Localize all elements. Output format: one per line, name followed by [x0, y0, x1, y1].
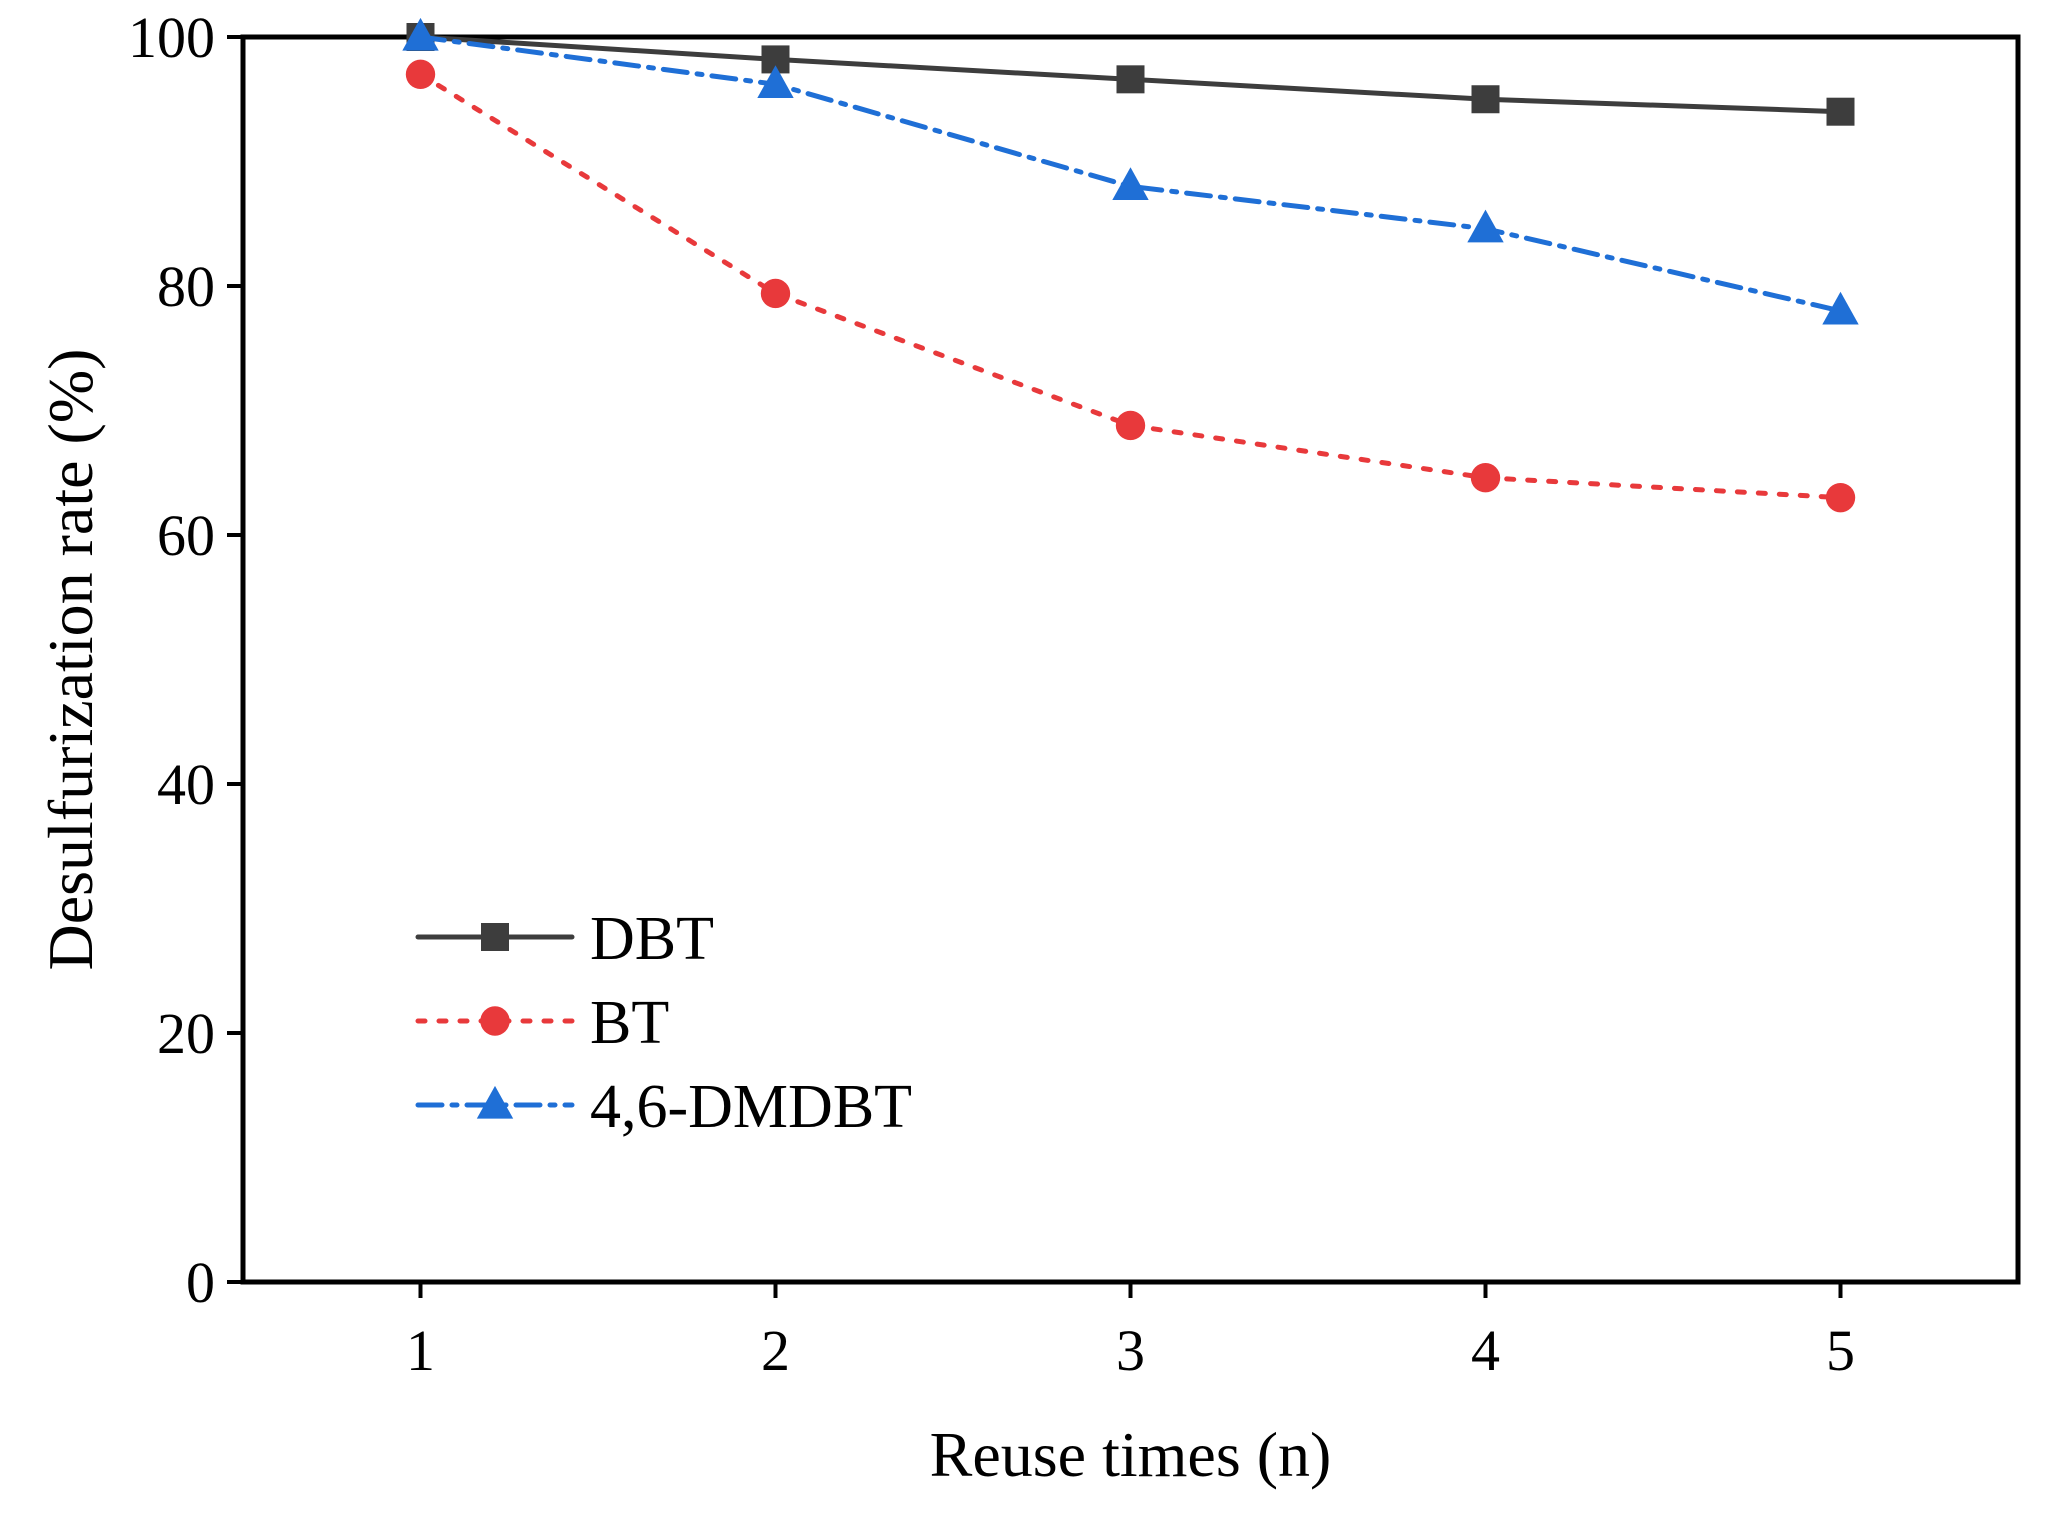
y-tick-label: 40	[157, 752, 215, 817]
y-tick-label: 0	[186, 1250, 215, 1315]
data-point	[1826, 97, 1855, 126]
x-axis: 1 2 3 4 5	[406, 1282, 1855, 1383]
legend-label: DBT	[590, 905, 714, 973]
y-axis-title: Desulfurization rate (%)	[35, 349, 106, 971]
data-point	[1467, 209, 1504, 243]
legend-item: DBT	[415, 905, 714, 973]
x-tick-label: 2	[761, 1318, 790, 1383]
x-tick-label: 5	[1826, 1318, 1855, 1383]
legend-item: BT	[415, 989, 669, 1057]
data-point	[405, 59, 436, 90]
legend-marker	[481, 923, 509, 951]
data-point	[1825, 482, 1856, 513]
data-point	[1471, 85, 1500, 114]
legend-marker	[476, 1085, 514, 1119]
data-point	[1112, 167, 1149, 201]
data-point	[1115, 410, 1146, 441]
series-4-6-dmdbt	[402, 17, 1859, 325]
plot-area	[240, 34, 2021, 1285]
y-tick-label: 80	[157, 254, 215, 319]
legend-item: 4,6-DMDBT	[415, 1073, 912, 1141]
x-tick-label: 3	[1116, 1318, 1145, 1383]
legend-marker	[480, 1006, 510, 1036]
data-point	[402, 17, 439, 51]
x-tick-label: 1	[406, 1318, 435, 1383]
plot-border	[240, 34, 2021, 1285]
y-tick-label: 60	[157, 503, 215, 568]
data-point	[760, 278, 791, 309]
x-axis-title: Reuse times (n)	[930, 1419, 1332, 1490]
legend-label: BT	[590, 989, 669, 1057]
x-tick-label: 4	[1471, 1318, 1500, 1383]
y-tick-label: 100	[128, 5, 215, 70]
series-layer	[402, 17, 1859, 513]
data-point	[757, 65, 794, 98]
data-point	[1822, 291, 1859, 325]
legend-label: 4,6-DMDBT	[590, 1073, 912, 1141]
data-point	[1116, 65, 1145, 94]
series-bt	[405, 59, 1856, 513]
y-axis: 0 20 40 60 80 100	[128, 5, 243, 1315]
data-point	[1470, 463, 1501, 493]
y-tick-label: 20	[157, 1001, 215, 1066]
legend: DBT BT 4,6-DMDBT	[415, 905, 912, 1141]
